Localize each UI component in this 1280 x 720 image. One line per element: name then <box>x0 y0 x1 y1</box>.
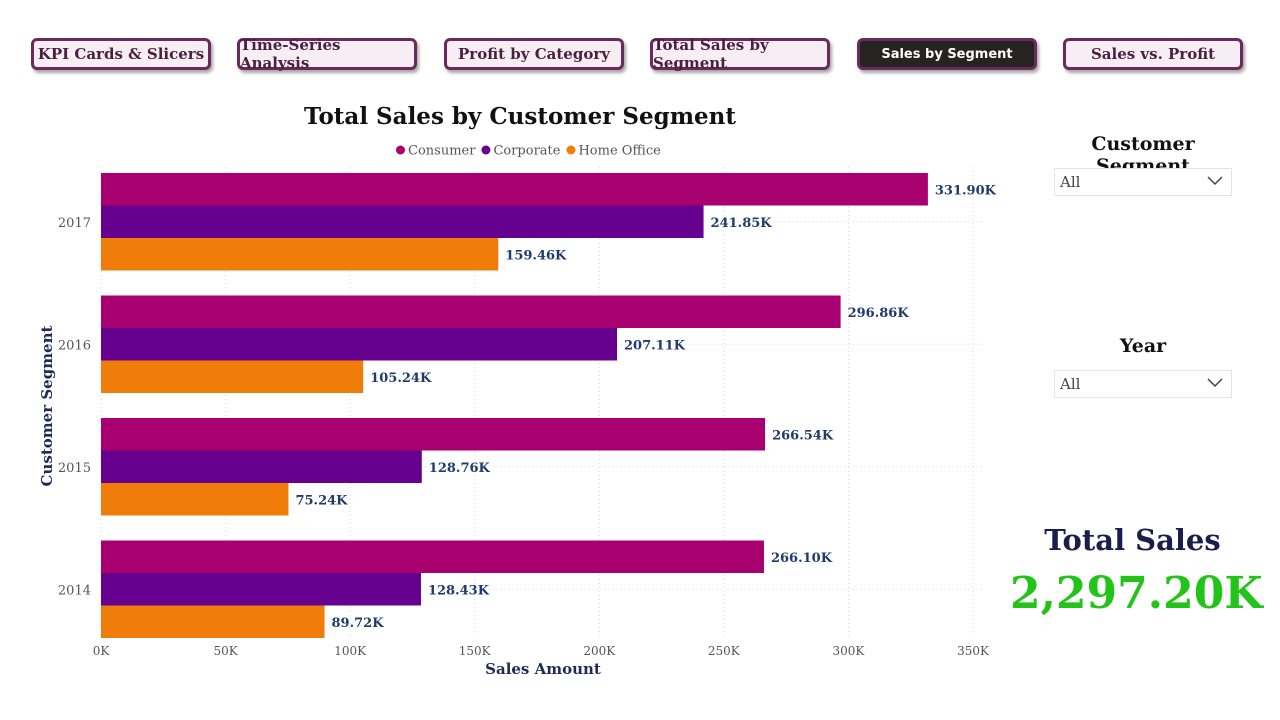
kpi-value: 2,297.20K <box>1010 568 1263 619</box>
chart-bars: 331.90K 241.85K 159.46K 296.86K 207.11K 105.2… <box>101 173 997 638</box>
y-category-label-2015: 2015 <box>58 461 91 476</box>
bar-corporate-2017 <box>101 205 704 238</box>
chevron-down-icon <box>1207 176 1223 186</box>
data-label-corporate-2017: 241.85K <box>711 216 773 231</box>
x-tick-label: 350K <box>957 644 990 658</box>
data-label-corporate-2015: 128.76K <box>429 461 491 476</box>
legend-marker-consumer <box>396 145 405 155</box>
bar-consumer-2014 <box>101 540 764 573</box>
chart-legend: Consumer Corporate Home Office <box>396 144 661 159</box>
nav-sales-vs-profit-button[interactable]: Sales vs. Profit <box>1063 38 1243 70</box>
data-label-consumer-2015: 266.54K <box>772 428 834 443</box>
x-tick-label: 250K <box>708 644 741 658</box>
year-slicer-title: Year <box>1119 335 1167 357</box>
legend-label-corporate: Corporate <box>493 144 560 159</box>
data-label-home-office-2017: 159.46K <box>505 248 567 263</box>
legend-label-home-office: Home Office <box>578 144 661 159</box>
bar-corporate-2014 <box>101 573 421 606</box>
chevron-down-icon <box>1207 378 1223 388</box>
data-label-home-office-2014: 89.72K <box>332 616 385 631</box>
nav-profit-by-category-button[interactable]: Profit by Category <box>444 38 624 70</box>
bar-corporate-2015 <box>101 450 422 483</box>
legend-label-consumer: Consumer <box>408 144 476 159</box>
nav-kpi-cards-button[interactable]: KPI Cards & Slicers <box>31 38 211 70</box>
y-category-label-2017: 2017 <box>58 216 91 231</box>
data-label-consumer-2016: 296.86K <box>848 306 910 321</box>
bar-consumer-2015 <box>101 418 766 451</box>
x-tick-label: 300K <box>832 644 865 658</box>
data-label-home-office-2015: 75.24K <box>295 493 348 508</box>
nav-total-sales-by-segment-button[interactable]: Total Sales by Segment <box>650 36 830 72</box>
x-tick-label: 50K <box>213 644 238 658</box>
bar-home-office-2016 <box>101 360 364 393</box>
legend-marker-corporate <box>481 145 491 155</box>
segment-dropdown[interactable]: All <box>1054 168 1232 196</box>
x-tick-label: 150K <box>459 644 492 658</box>
legend-marker-home-office <box>566 145 576 155</box>
nav-sales-by-segment-button[interactable]: Sales by Segment <box>857 38 1037 70</box>
bar-consumer-2017 <box>101 173 928 206</box>
chart-title: Total Sales by Customer Segment <box>304 103 736 130</box>
kpi-title: Total Sales <box>1044 523 1221 557</box>
year-dropdown[interactable]: All <box>1054 370 1232 398</box>
data-label-corporate-2014: 128.43K <box>428 583 490 598</box>
bar-home-office-2017 <box>101 238 499 271</box>
y-axis-title: Customer Segment <box>38 325 56 486</box>
x-axis-ticks: 0K 50K 100K 150K 200K 250K 300K 350K <box>93 644 990 658</box>
data-label-home-office-2016: 105.24K <box>370 371 432 386</box>
y-category-label-2014: 2014 <box>58 583 91 598</box>
segment-dropdown-value: All <box>1060 173 1081 191</box>
year-dropdown-value: All <box>1060 375 1081 393</box>
data-label-consumer-2014: 266.10K <box>771 551 833 566</box>
bar-home-office-2014 <box>101 605 325 638</box>
data-label-consumer-2017: 331.90K <box>935 183 997 198</box>
y-category-label-2016: 2016 <box>58 338 91 353</box>
bar-home-office-2015 <box>101 483 289 516</box>
y-axis-categories: 2017 2016 2015 2014 <box>58 216 91 599</box>
bar-corporate-2016 <box>101 328 617 361</box>
sales-by-segment-chart: Total Sales by Customer Segment Consumer… <box>38 103 997 678</box>
bar-consumer-2016 <box>101 295 841 328</box>
x-tick-label: 200K <box>583 644 616 658</box>
x-tick-label: 100K <box>334 644 367 658</box>
x-axis-title: Sales Amount <box>485 660 601 678</box>
x-tick-label: 0K <box>93 644 111 658</box>
data-label-corporate-2016: 207.11K <box>624 338 686 353</box>
nav-time-series-button[interactable]: Time-Series Analysis <box>237 36 417 72</box>
